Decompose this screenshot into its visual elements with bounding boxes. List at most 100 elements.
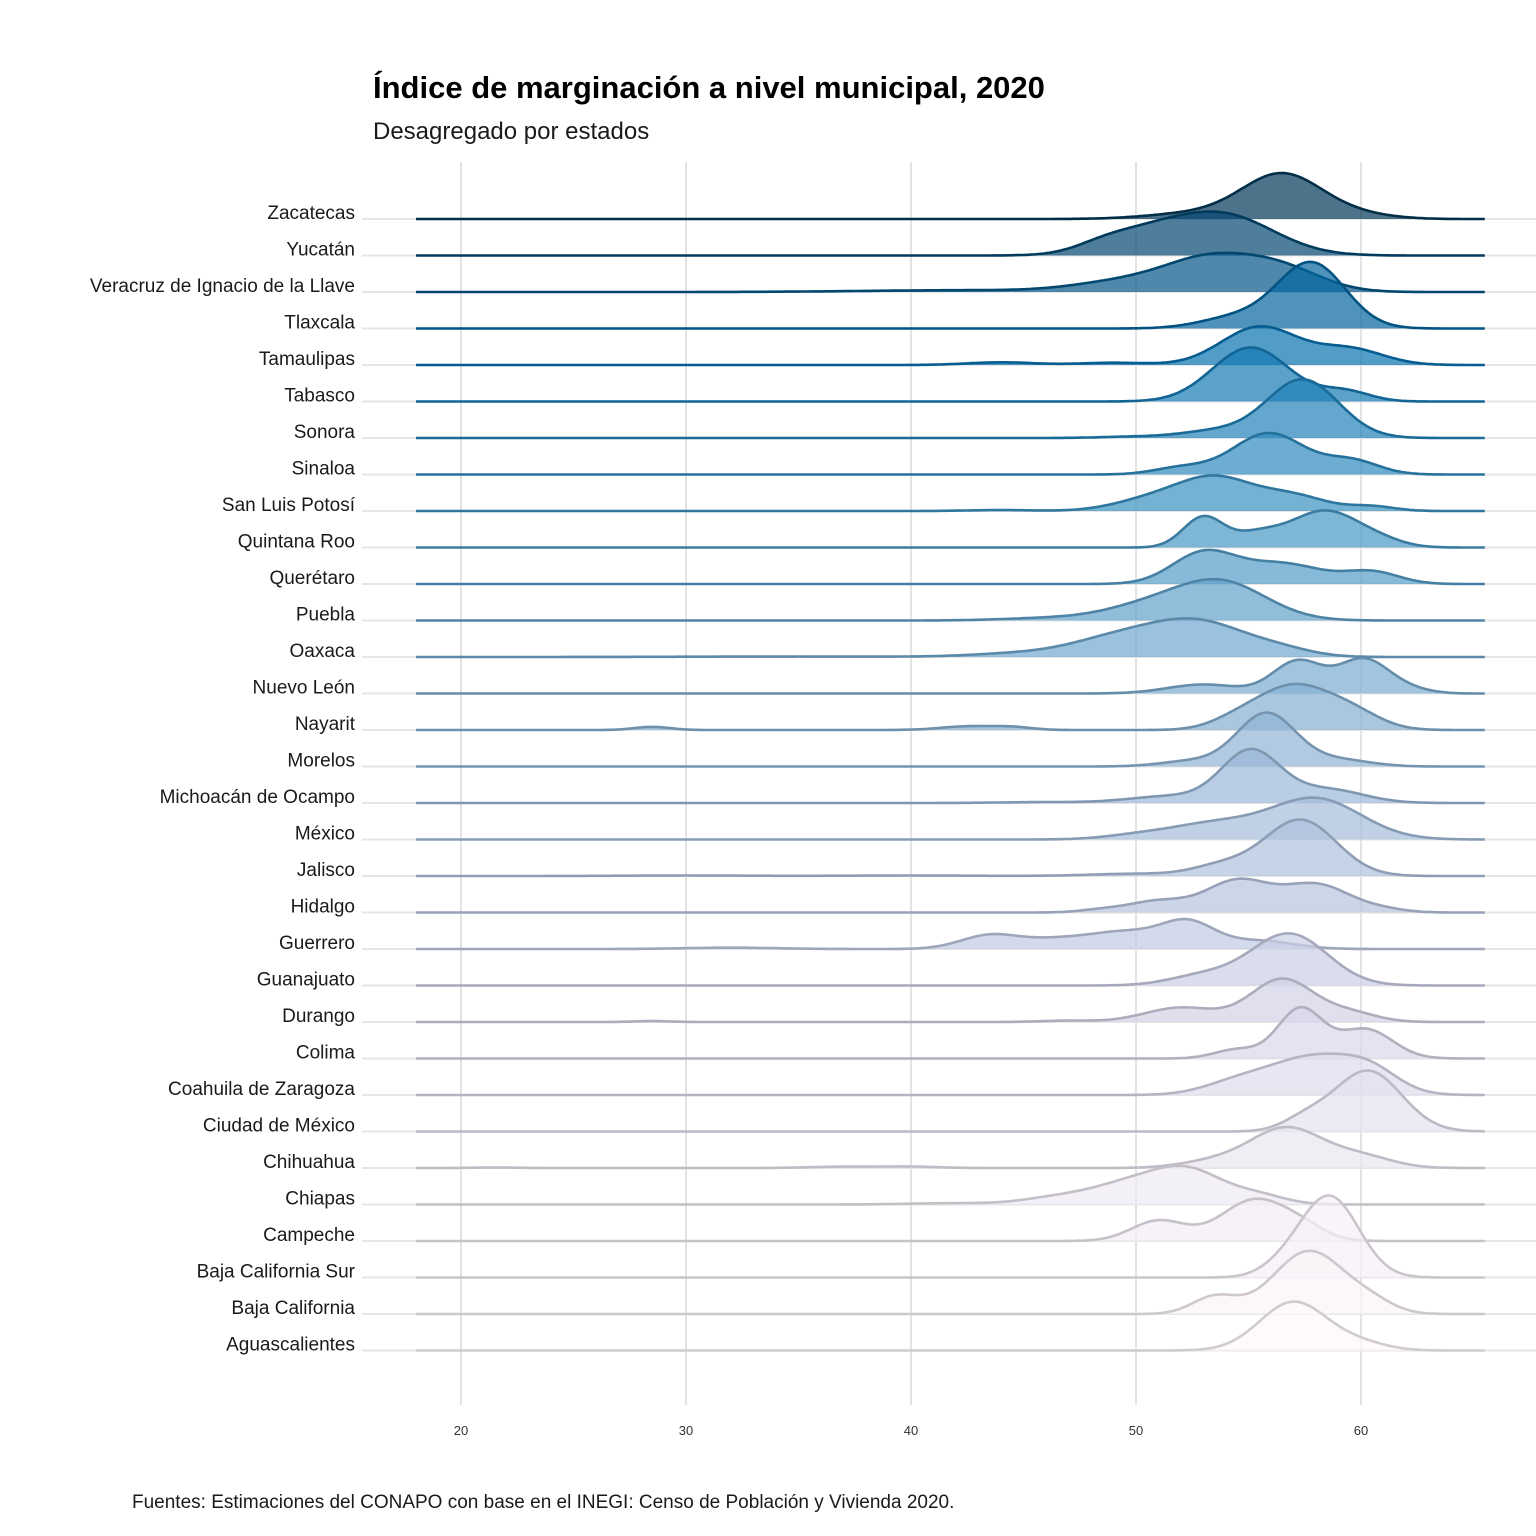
ridge-area (416, 261, 1485, 329)
ridge-area (416, 1301, 1485, 1351)
category-label: Hidalgo (291, 897, 355, 918)
ridge-area (416, 173, 1485, 219)
ridge-area (416, 1053, 1485, 1095)
ridge-line (416, 1194, 1485, 1279)
category-label: Coahuila de Zaragoza (168, 1079, 355, 1100)
ridge-area (416, 748, 1485, 803)
category-label: Ciudad de México (203, 1116, 355, 1137)
ridge-line (416, 917, 1485, 951)
x-tick-label: 30 (679, 1423, 693, 1438)
category-label: Baja California Sur (197, 1262, 356, 1283)
ridge-line (416, 932, 1485, 987)
ridge-area (416, 510, 1485, 548)
ridge-line (416, 682, 1485, 732)
category-label: Tlaxcala (284, 313, 355, 334)
ridge-line (416, 210, 1485, 257)
ridge-line (416, 617, 1485, 659)
category-label: Jalisco (297, 860, 355, 881)
ridge-line (416, 325, 1485, 367)
ridge-line (416, 1069, 1485, 1133)
category-label: Guanajuato (257, 970, 355, 991)
category-label: Guerrero (279, 933, 355, 954)
category-label: Aguascalientes (226, 1335, 355, 1356)
category-label: México (295, 824, 355, 845)
x-axis-ticks: 20 30 40 50 60 (454, 1423, 1368, 1438)
ridge-line (416, 577, 1485, 622)
ridge-line (416, 1052, 1485, 1097)
category-label: Tabasco (284, 386, 355, 407)
ridge-area (416, 252, 1485, 292)
ridge-area (416, 933, 1485, 986)
x-tick-label: 50 (1129, 1423, 1143, 1438)
x-tick-label: 20 (454, 1423, 468, 1438)
category-label: Yucatán (286, 240, 355, 261)
ridge-area (416, 475, 1485, 511)
ridge-area (416, 1127, 1485, 1168)
category-label: Nayarit (295, 714, 356, 735)
ridge-line (416, 818, 1485, 878)
ridge-line (416, 509, 1485, 549)
category-label: Querétaro (269, 568, 355, 589)
category-label: Nuevo León (253, 678, 355, 699)
ridge-line (416, 548, 1485, 586)
ridge-area (416, 712, 1485, 767)
category-label: San Luis Potosí (222, 495, 356, 516)
ridge-area (416, 347, 1485, 402)
ridge-area (416, 1007, 1485, 1059)
ridge-line (416, 977, 1485, 1024)
ridge-area (416, 978, 1485, 1022)
category-label: Zacatecas (267, 203, 355, 224)
category-label: Durango (282, 1006, 355, 1027)
ridge-line (416, 1125, 1485, 1170)
ridge-area (416, 1195, 1485, 1278)
ridge-area (416, 1165, 1485, 1205)
category-label: Colima (296, 1043, 356, 1064)
category-label: Veracruz de Ignacio de la Llave (90, 276, 355, 297)
ridge-area (416, 919, 1485, 949)
ridge-line (416, 1164, 1485, 1206)
chart-caption: Fuentes: Estimaciones del CONAPO con bas… (132, 1492, 955, 1513)
category-labels: Zacatecas Yucatán Veracruz de Ignacio de l… (90, 203, 356, 1356)
category-label: Chiapas (285, 1189, 355, 1210)
ridge-line (416, 431, 1485, 476)
category-label: Puebla (296, 605, 356, 626)
ridge-area (416, 878, 1485, 913)
category-label: Sinaloa (292, 459, 356, 480)
category-label: Quintana Roo (238, 532, 355, 553)
ridge-area (416, 433, 1485, 475)
ridge-area (416, 549, 1485, 584)
ridge-line (416, 747, 1485, 805)
ridge-area (416, 1070, 1485, 1132)
ridge-line (416, 378, 1485, 440)
ridge-line (416, 474, 1485, 513)
x-tick-label: 60 (1354, 1423, 1368, 1438)
ridge-area (416, 211, 1485, 256)
category-label: Oaxaca (290, 641, 356, 662)
ridge-line (416, 796, 1485, 841)
ridge-line (416, 656, 1485, 695)
ridge-area (416, 579, 1485, 621)
ridge-line (416, 1005, 1485, 1060)
ridge-area (416, 1198, 1485, 1241)
ridge-area (416, 326, 1485, 365)
ridge-area (416, 797, 1485, 840)
category-label: Tamaulipas (259, 349, 355, 370)
ridge-line (416, 877, 1485, 914)
chart-title: Índice de marginación a nivel municipal,… (373, 70, 1045, 105)
ridgeline-chart: Zacatecas Yucatán Veracruz de Ignacio de l… (90, 162, 1536, 1438)
ridge-line (416, 1249, 1485, 1316)
ridges-layer (416, 171, 1485, 1352)
category-label: Sonora (294, 422, 356, 443)
ridge-line (416, 171, 1485, 221)
ridge-area (416, 618, 1485, 657)
category-label: Campeche (263, 1225, 355, 1246)
ridge-area (416, 658, 1485, 694)
ridge-area (416, 1250, 1485, 1314)
ridge-line (416, 1300, 1485, 1352)
category-label: Morelos (287, 751, 355, 772)
x-tick-label: 40 (904, 1423, 918, 1438)
chart-subtitle: Desagregado por estados (373, 118, 650, 145)
ridge-line (416, 260, 1485, 330)
ridge-line (416, 711, 1485, 768)
category-label: Baja California (231, 1298, 355, 1319)
